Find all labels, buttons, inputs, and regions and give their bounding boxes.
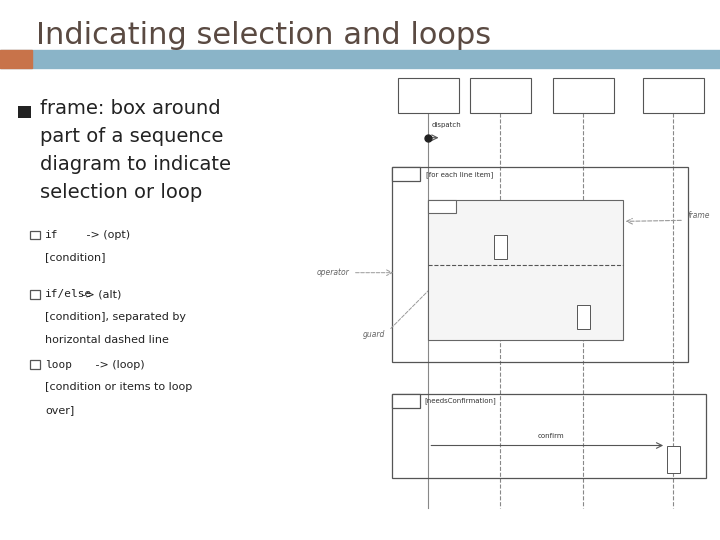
Text: confirm: confirm [538, 433, 564, 439]
Text: if: if [45, 230, 59, 240]
Bar [494, 235, 507, 259]
Text: [condition], separated by: [condition], separated by [45, 312, 186, 322]
Text: -> (opt): -> (opt) [55, 230, 130, 240]
Text: dispatch: dispatch [432, 122, 462, 128]
Bar [643, 78, 703, 113]
Bar [392, 167, 688, 362]
Text: frame: frame [688, 212, 710, 220]
Bar [30, 231, 40, 239]
Bar [469, 78, 531, 113]
Bar [577, 305, 590, 329]
Bar [0, 50, 32, 68]
Text: [needsConfirmation]: [needsConfirmation] [424, 397, 496, 404]
Text: opt: opt [400, 396, 413, 406]
Text: part of a sequence: part of a sequence [40, 126, 223, 146]
Text: [condition]: [condition] [45, 253, 106, 262]
Text: dispatch: dispatch [449, 222, 480, 228]
Text: if/else: if/else [45, 289, 93, 299]
Bar [392, 394, 706, 478]
Text: guard: guard [363, 330, 385, 339]
Bar [392, 394, 420, 408]
Bar [30, 360, 40, 369]
Bar [30, 290, 40, 299]
Text: [value > $10000]: [value > $10000] [460, 203, 522, 210]
Text: over]: over] [45, 405, 75, 415]
Text: :Messenger: :Messenger [651, 91, 696, 100]
Text: loop: loop [45, 360, 72, 369]
Text: operator: operator [317, 268, 349, 277]
Text: careful :
Distributor: careful : Distributor [480, 86, 521, 105]
Bar [392, 167, 420, 181]
Text: horizontal dashed line: horizontal dashed line [45, 335, 169, 345]
Text: :Order: :Order [416, 91, 441, 100]
Bar [553, 78, 613, 113]
Bar [18, 106, 31, 118]
Text: -> (alt): -> (alt) [78, 289, 122, 299]
Bar [428, 200, 456, 213]
Text: regular :
Distributor: regular : Distributor [562, 86, 604, 105]
Bar [0, 50, 720, 68]
Bar [428, 200, 623, 340]
Text: -> (loop): -> (loop) [64, 360, 145, 369]
Text: loop: loop [398, 170, 414, 179]
Text: [condition or items to loop: [condition or items to loop [45, 382, 193, 392]
Text: Indicating selection and loops: Indicating selection and loops [36, 21, 491, 50]
Text: frame: box around: frame: box around [40, 98, 220, 118]
Text: selection or loop: selection or loop [40, 183, 202, 202]
Bar [667, 446, 680, 472]
Text: [for each line item]: [for each line item] [426, 171, 492, 178]
Text: dispatch: dispatch [491, 293, 521, 299]
Bar [397, 78, 459, 113]
Text: diagram to indicate: diagram to indicate [40, 154, 230, 174]
Text: [else]: [else] [437, 274, 456, 281]
Text: alt: alt [437, 202, 447, 211]
